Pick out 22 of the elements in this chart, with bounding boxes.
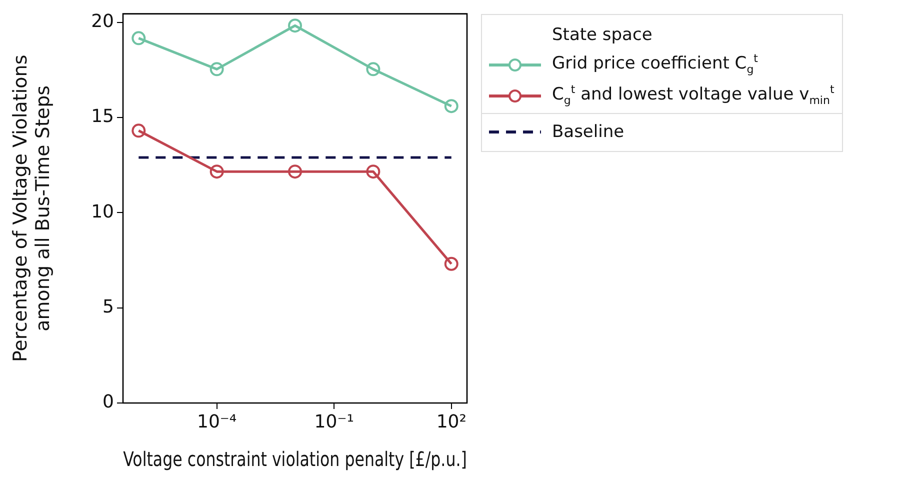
point: [288, 164, 302, 179]
y-tick-label: 0: [102, 392, 114, 413]
y-tick-label: 20: [91, 11, 114, 32]
point: [288, 18, 302, 33]
y-tick-label: 5: [102, 296, 114, 318]
point: [366, 164, 380, 179]
point: [444, 256, 458, 271]
y-axis-title: Percentage of Voltage Violations among all Bus-Time Steps: [9, 54, 54, 362]
point: [132, 124, 146, 138]
point: [444, 99, 458, 114]
x-tick-label: 10²: [436, 411, 466, 432]
x-tick-label: 10⁻¹: [314, 411, 354, 432]
legend-title: State space: [551, 24, 654, 47]
point: [210, 164, 224, 179]
legend-label: Baseline: [552, 122, 624, 142]
point: [366, 62, 380, 76]
x-axis-title: Voltage constraint violation penalty [£/p.u.]: [123, 448, 467, 472]
point: [210, 62, 224, 76]
x-tick-label: 10⁻⁴: [197, 411, 237, 432]
y-tick-label: 10: [91, 201, 114, 222]
y-tick-label: 15: [91, 106, 114, 128]
point: [132, 31, 146, 46]
